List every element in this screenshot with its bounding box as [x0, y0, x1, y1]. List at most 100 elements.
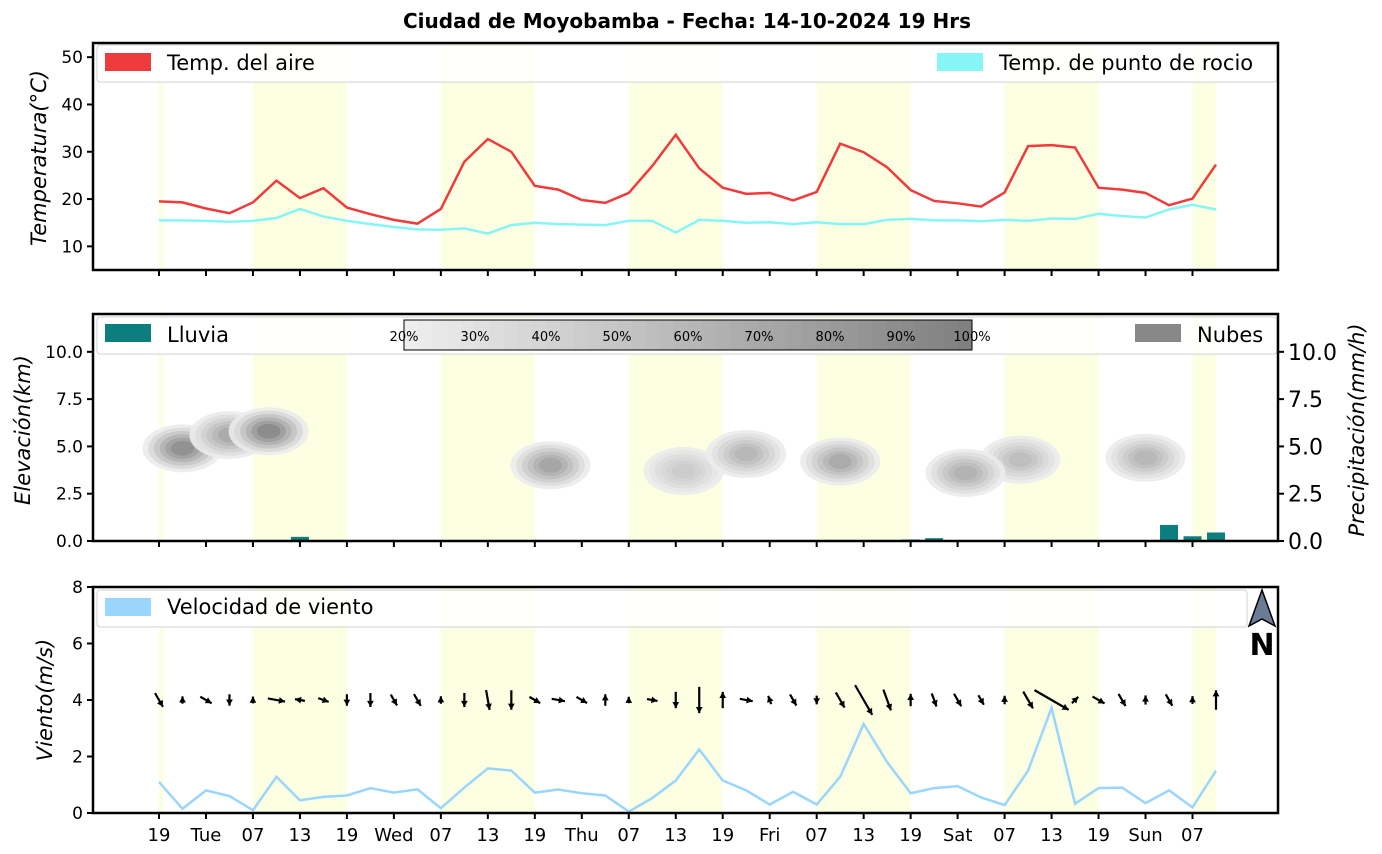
wind-legend: Velocidad de viento — [96, 589, 1248, 628]
x-tick-label: 13 — [664, 825, 687, 846]
colorbar-segment — [688, 320, 703, 350]
colorbar-segment — [659, 320, 675, 350]
wind-arrow-head — [790, 698, 797, 706]
x-tick-label: 13 — [852, 825, 875, 846]
legend-swatch-rain — [105, 324, 151, 342]
legend-swatch-wind — [105, 598, 151, 616]
x-tick-label: 19 — [899, 825, 922, 846]
wind-arrow-head — [278, 697, 286, 704]
figure-title: Ciudad de Moyobamba - Fecha: 14-10-2024 … — [403, 9, 971, 33]
wind-arrow-head — [1097, 697, 1105, 704]
x-tick-label: 07 — [429, 825, 452, 846]
colorbar-segment — [858, 320, 874, 350]
colorbar-segment — [943, 320, 959, 350]
legend-label-rain: Lluvia — [167, 323, 229, 347]
series-line-air — [158, 132, 1218, 225]
wind-arrow-shaft — [1033, 689, 1070, 711]
wind-arrow-head — [414, 698, 421, 706]
daylight-band — [1192, 314, 1216, 541]
x-tick-label: 19 — [335, 825, 358, 846]
colorbar-segment — [886, 320, 902, 350]
wind-arrow-head — [367, 700, 374, 707]
y-tick-label: 10 — [61, 237, 83, 257]
colorbar-label: 30% — [461, 330, 490, 345]
colorbar-segment — [645, 320, 661, 350]
y-tick-label: 2.5 — [56, 485, 83, 505]
wind-arrow-head — [767, 695, 774, 703]
cloud-contour — [256, 423, 281, 439]
x-tick-label: 19 — [1087, 825, 1110, 846]
x-tick-label: 13 — [288, 825, 311, 846]
legend-swatch-clouds — [1135, 324, 1181, 342]
wind-arrow-head — [391, 698, 398, 706]
y-tick-label-right: 0.0 — [1288, 530, 1323, 555]
colorbar-segment — [418, 320, 433, 350]
colorbar-segment — [716, 320, 732, 350]
wind-arrow-head — [866, 707, 873, 715]
wind-arrow-head — [1189, 696, 1196, 703]
x-tick-label: 07 — [805, 825, 828, 846]
colorbar-segment — [503, 320, 519, 350]
rain-bar — [1183, 536, 1202, 541]
colorbar-label: 70% — [745, 330, 774, 345]
cloud-contour — [170, 440, 195, 456]
cloud-contour — [734, 446, 758, 462]
colorbar-label: 80% — [816, 330, 845, 345]
x-tick-label: 13 — [476, 825, 499, 846]
wind-arrow-head — [650, 696, 658, 704]
legend-swatch-dew — [937, 53, 983, 71]
wind-arrow-head — [977, 697, 984, 705]
y-tick-label: 0.0 — [56, 532, 83, 552]
wind-arrow-head — [321, 696, 329, 703]
colorbar-segment — [617, 320, 632, 350]
x-tick-label: Wed — [374, 825, 413, 846]
colorbar-segment — [773, 320, 788, 350]
rain-bar — [1207, 532, 1225, 541]
colorbar-segment — [489, 320, 504, 350]
wind-arrow-head — [1071, 696, 1079, 704]
wind-arrow-head — [601, 694, 609, 701]
legend-swatch-air — [105, 53, 151, 71]
colorbar-segment — [432, 320, 448, 350]
north-label: N — [1249, 628, 1274, 663]
colorbar-segment — [759, 320, 774, 350]
colorbar-frame — [403, 319, 973, 351]
colorbar-label: 40% — [532, 330, 561, 345]
x-tick-label: 07 — [617, 825, 640, 846]
colorbar-segment — [815, 320, 831, 350]
wind-arrow-head — [294, 696, 302, 704]
x-tick-label: 07 — [242, 825, 265, 846]
series-line-wind — [158, 703, 1218, 814]
wind-arrow-head — [226, 699, 233, 706]
wind-arrow-head — [719, 691, 727, 698]
north-arrow-icon: N — [1247, 587, 1277, 663]
colorbar-label: 100% — [953, 330, 990, 345]
wind-arrow-head — [249, 696, 257, 703]
x-tick-label: 19 — [523, 825, 546, 846]
x-tick-label: Sun — [1128, 825, 1162, 846]
wind-arrow-head — [907, 693, 915, 700]
wind-arrow-head — [437, 696, 445, 703]
x-tick-label: 19 — [711, 825, 734, 846]
wind-ylabel: Viento(m/s) — [33, 639, 57, 761]
wind-arrow-head — [507, 703, 515, 710]
wind-arrow-head — [885, 703, 893, 711]
rain-bar — [1160, 524, 1179, 541]
wind-direction-arrows — [154, 684, 1220, 716]
axes-frame — [91, 41, 1280, 272]
y-tick-label: 40 — [61, 95, 83, 115]
cloud-contour — [1133, 450, 1158, 466]
x-tick-label: Tue — [190, 825, 222, 846]
wind-arrow-head — [838, 700, 845, 708]
wind-arrow-head — [343, 699, 351, 706]
temperature-ylabel: Temperatura(°C) — [27, 70, 51, 246]
legend-label-dew: Temp. de punto de rocio — [998, 51, 1253, 75]
y-tick-label: 7.5 — [56, 390, 83, 410]
y-tick-label: 20 — [61, 190, 83, 210]
colorbar-segment — [957, 320, 973, 350]
cloud-colorbar: 20% 30% 40% 50% 60% 70% 80% 90% 100% — [390, 319, 991, 351]
y-tick-label-right: 7.5 — [1288, 388, 1323, 413]
colorbar-segment — [602, 320, 618, 350]
y-tick-label: 5.0 — [56, 437, 83, 457]
wind-arrow-head — [1212, 690, 1220, 697]
